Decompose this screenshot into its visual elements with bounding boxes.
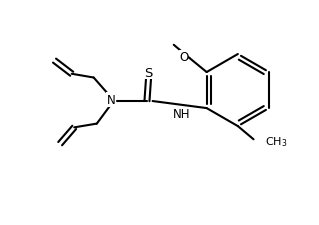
Text: CH$_3$: CH$_3$ [264,134,287,148]
Text: NH: NH [173,107,190,120]
Text: O: O [179,51,189,64]
Text: N: N [107,94,115,106]
Text: S: S [144,66,153,79]
